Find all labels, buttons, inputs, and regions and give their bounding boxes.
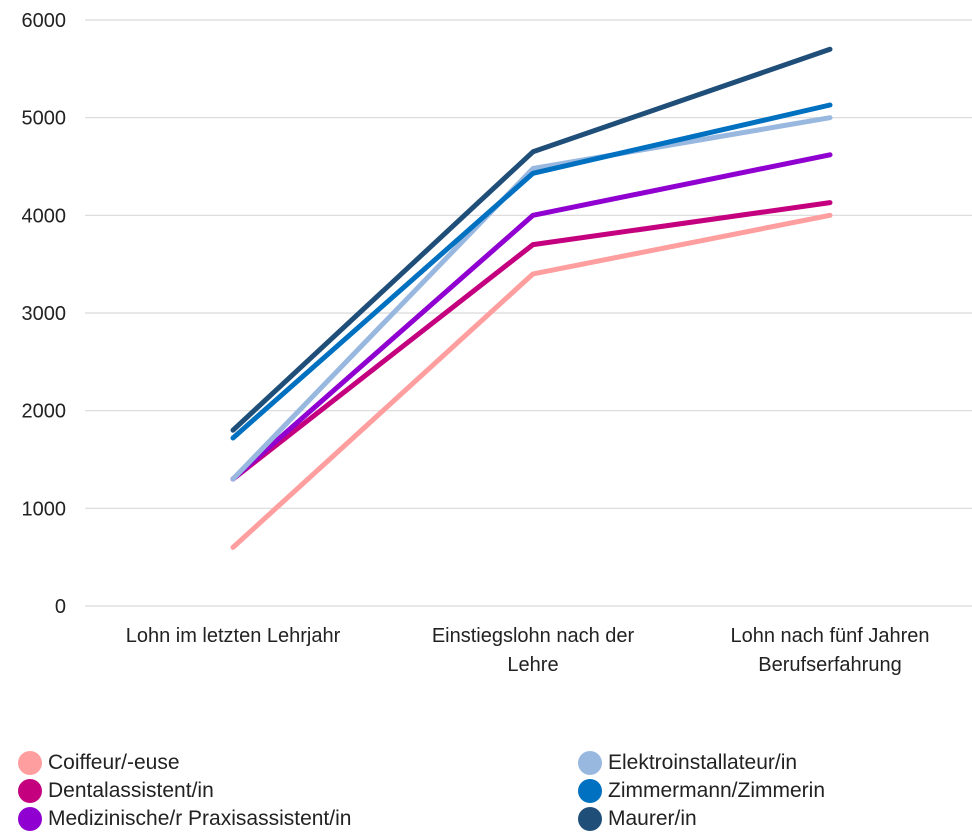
series-lines [230,46,833,550]
legend-item: Medizinische/r Praxisassistent/in [18,804,351,834]
series-line [230,200,833,482]
legend-label: Zimmermann/Zimmerin [608,779,826,802]
y-tick-label: 6000 [22,10,67,32]
legend-swatch [18,779,42,803]
legend-item: Zimmermann/Zimmerin [578,776,825,806]
legend: Coiffeur/-euse Dentalassistent/in Medizini… [0,740,972,836]
legend-item: Elektroinstallateur/in [578,748,797,778]
chart-canvas: 0 1000 2000 3000 4000 5000 6000 Lohn im letzte… [22,10,972,676]
legend-item: Maurer/in [578,804,697,834]
legend-label: Coiffeur/-euse [48,751,180,774]
legend-label: Maurer/in [608,807,697,830]
y-tick-label: 2000 [22,401,67,423]
series-line [230,152,833,482]
legend-swatch [578,807,602,831]
legend-label: Dentalassistent/in [48,779,214,802]
series-line [230,46,833,433]
y-tick-label: 5000 [22,108,67,130]
y-tick-label: 1000 [22,498,67,520]
legend-item: Coiffeur/-euse [18,748,180,778]
series-line [230,115,833,482]
y-tick-label: 3000 [22,303,67,325]
x-category-label: Lohn nach fünf Jahren Berufserfahrung [730,625,929,676]
y-tick-label: 0 [55,596,66,618]
x-category-label: Einstiegslohn nach der Lehre [432,625,635,676]
x-category-label: Lohn im letzten Lehrjahr [126,625,341,647]
legend-swatch [18,807,42,831]
series-line [230,102,833,441]
y-axis-ticks: 0 1000 2000 3000 4000 5000 6000 [22,10,67,618]
gridlines [85,19,972,607]
series-line [230,212,833,550]
y-tick-label: 4000 [22,205,67,227]
legend-label: Elektroinstallateur/in [608,751,798,774]
legend-swatch [578,779,602,803]
x-axis-categories: Lohn im letzten Lehrjahr Einstiegslohn na… [126,625,930,676]
legend-swatch [578,751,602,775]
legend-swatch [18,751,42,775]
legend-label: Medizinische/r Praxisassistent/in [48,807,352,830]
legend-item: Dentalassistent/in [18,776,214,806]
